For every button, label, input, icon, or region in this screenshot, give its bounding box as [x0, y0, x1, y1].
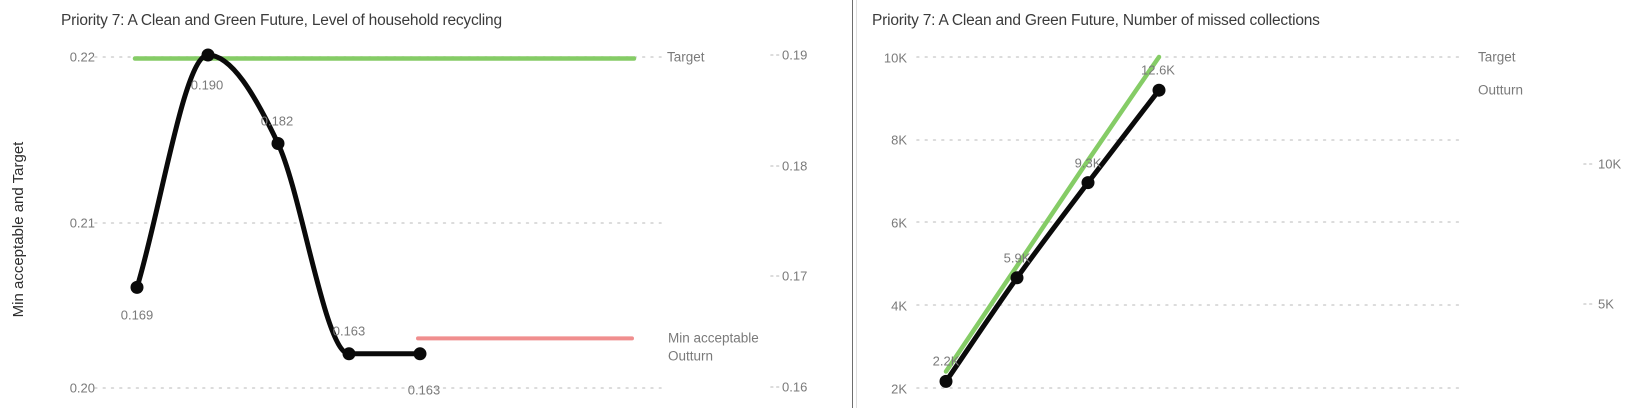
chart0-data-label: 0.190 [190, 77, 224, 93]
right-chart-title: Priority 7: A Clean and Green Future, Nu… [872, 12, 1320, 29]
chart0-data-label: 0.169 [120, 307, 154, 323]
target-series-label: Target [1478, 49, 1516, 65]
chart0-right-axis-tick: 0.19 [782, 47, 808, 63]
chart1-left-axis-tick: 6K [891, 215, 907, 231]
outturn-line[interactable] [943, 87, 1162, 384]
target-line[interactable] [943, 54, 1162, 374]
chart0-right-axis-tick: 0.16 [782, 379, 808, 395]
chart1-left-axis-tick: 2K [891, 381, 907, 397]
data-point[interactable] [1081, 176, 1095, 190]
chart0-left-axis-tick: 0.20 [69, 380, 95, 396]
data-point[interactable] [201, 48, 215, 62]
chart0-left-axis-tick: 0.21 [69, 215, 95, 231]
data-point[interactable] [413, 347, 427, 361]
chart1-left-axis-tick: 4K [891, 298, 907, 314]
target-series-label: Target [667, 49, 705, 65]
chart1-data-label: 12.6K [1141, 62, 1175, 78]
outturn-series-label: Outturn [1478, 82, 1524, 98]
data-point[interactable] [271, 137, 285, 151]
left-chart-y-axis-title: Min acceptable and Target [10, 141, 27, 318]
panel-divider-highlight [856, 0, 857, 408]
chart0-right-axis-tick: 0.18 [782, 158, 808, 174]
min-acceptable-series-label: Min acceptable [668, 330, 759, 346]
chart1-data-label: 2.2K [932, 353, 960, 369]
chart0-right-axis-tick: 0.17 [782, 268, 808, 284]
chart1-data-label: 9.3K [1074, 155, 1102, 171]
panel-divider [852, 0, 853, 408]
data-point[interactable] [342, 347, 356, 361]
chart1-right-axis-tick: 5K [1598, 296, 1614, 312]
outturn-series-label: Outturn [668, 348, 714, 364]
outturn-line[interactable] [134, 52, 423, 357]
left-chart-title: Priority 7: A Clean and Green Future, Le… [61, 12, 502, 29]
chart0-data-label: 0.163 [332, 323, 366, 339]
chart0-left-axis-tick: 0.22 [69, 49, 95, 65]
data-point[interactable] [1010, 271, 1024, 285]
chart1-right-axis-tick: 10K [1598, 156, 1622, 172]
chart0-data-label: 0.182 [260, 113, 294, 129]
chart1-left-axis-tick: 10K [883, 50, 907, 66]
data-point[interactable] [130, 280, 144, 294]
data-point[interactable] [1152, 83, 1166, 97]
chart0-data-label: 0.163 [407, 382, 441, 398]
data-point[interactable] [939, 374, 953, 388]
chart1-left-axis-tick: 8K [891, 132, 907, 148]
chart1-data-label: 5.9K [1003, 250, 1031, 266]
